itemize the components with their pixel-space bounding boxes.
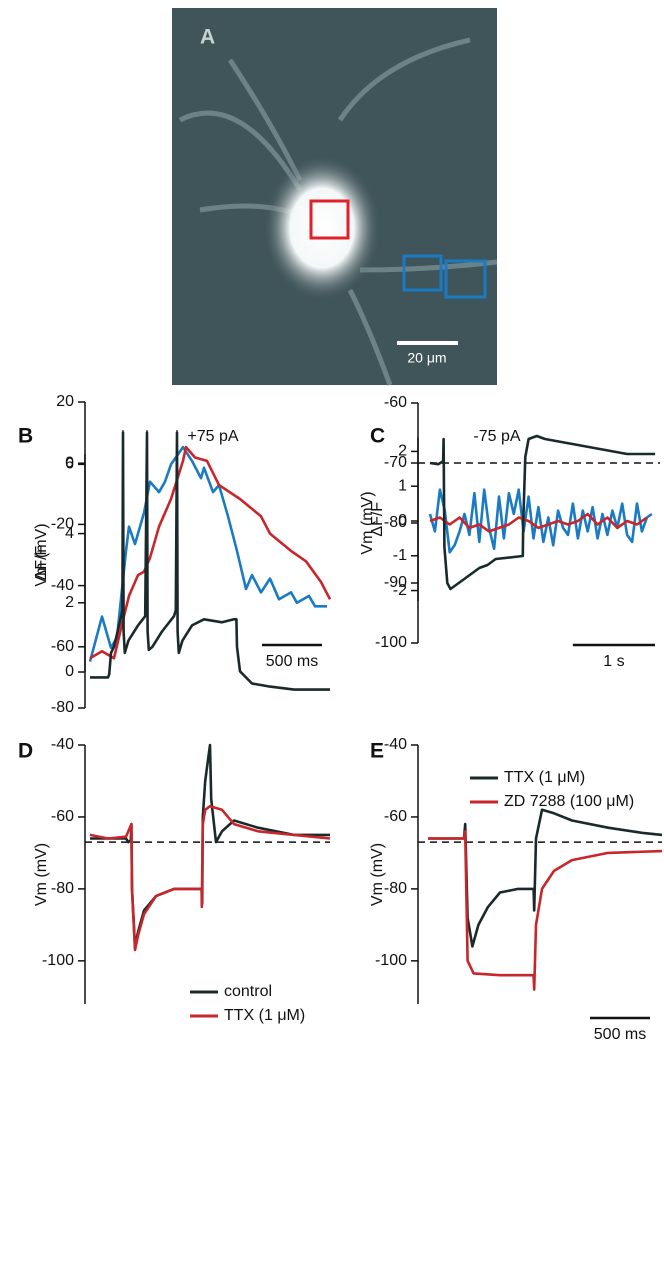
- y-axis-label: Vm (mV): [359, 491, 376, 554]
- y-axis-label: ΔF/F: [369, 502, 386, 537]
- y-tick-label: -80: [384, 514, 407, 531]
- trace: [428, 808, 663, 948]
- y-axis-label: Vm (mV): [33, 523, 50, 586]
- trace: [90, 431, 330, 691]
- y-tick-label: 0: [398, 512, 407, 529]
- y-axis-label: Vm (mV): [33, 843, 50, 906]
- y-tick-label: 4: [65, 525, 74, 542]
- y-tick-label: -2: [393, 582, 407, 599]
- legend-label: ZD 7288 (100 μM): [504, 793, 634, 810]
- trace: [88, 445, 327, 662]
- legend-label: TTX (1 μM): [224, 1007, 305, 1024]
- scale-bar-label: 500 ms: [594, 1026, 646, 1043]
- y-tick-label: -40: [51, 736, 74, 753]
- trace: [90, 743, 330, 948]
- panel-label: C: [370, 425, 385, 448]
- scale-bar-label: 1 s: [603, 653, 624, 670]
- y-tick-label: 0: [65, 663, 74, 680]
- trace: [428, 830, 663, 991]
- panel-title: -75 pA: [473, 428, 520, 445]
- y-tick-label: -80: [51, 699, 74, 716]
- y-tick-label: 0: [65, 454, 74, 471]
- legend-label: control: [224, 983, 272, 1000]
- scale-bar-label: 20 μm: [407, 350, 446, 366]
- y-tick-label: -100: [375, 634, 407, 651]
- y-tick-label: 2: [398, 443, 407, 460]
- y-tick-label: -100: [42, 952, 74, 969]
- y-tick-label: 20: [56, 393, 74, 410]
- y-axis-label: Vm (mV): [369, 843, 386, 906]
- trace: [429, 512, 648, 533]
- y-tick-label: -90: [384, 574, 407, 591]
- y-tick-label: -40: [51, 577, 74, 594]
- y-tick-label: -80: [384, 880, 407, 897]
- y-tick-label: -60: [384, 394, 407, 411]
- y-tick-label: 2: [65, 594, 74, 611]
- y-axis-label: ΔF/F: [33, 545, 50, 580]
- panel-title: +75 pA: [187, 428, 238, 445]
- y-tick-label: -70: [384, 454, 407, 471]
- y-tick-label: -80: [51, 880, 74, 897]
- panel-label: A: [200, 26, 215, 49]
- y-tick-label: -60: [51, 808, 74, 825]
- y-tick-label: -20: [51, 516, 74, 533]
- y-tick-label: 6: [65, 456, 74, 473]
- y-tick-label: -40: [384, 736, 407, 753]
- trace: [89, 804, 331, 952]
- y-tick-label: -60: [384, 808, 407, 825]
- panel-label: D: [18, 740, 33, 763]
- micrograph: A 20 μm: [172, 8, 498, 386]
- trace: [89, 445, 332, 660]
- y-tick-label: 1: [398, 477, 407, 494]
- scale-bar-label: 500 ms: [266, 653, 318, 670]
- trace: [429, 434, 656, 591]
- legend-label: TTX (1 μM): [504, 769, 585, 786]
- y-tick-label: -1: [393, 547, 407, 564]
- panel-label: E: [370, 740, 384, 763]
- panel-label: B: [18, 425, 33, 448]
- y-tick-label: -60: [51, 638, 74, 655]
- y-tick-label: -100: [375, 952, 407, 969]
